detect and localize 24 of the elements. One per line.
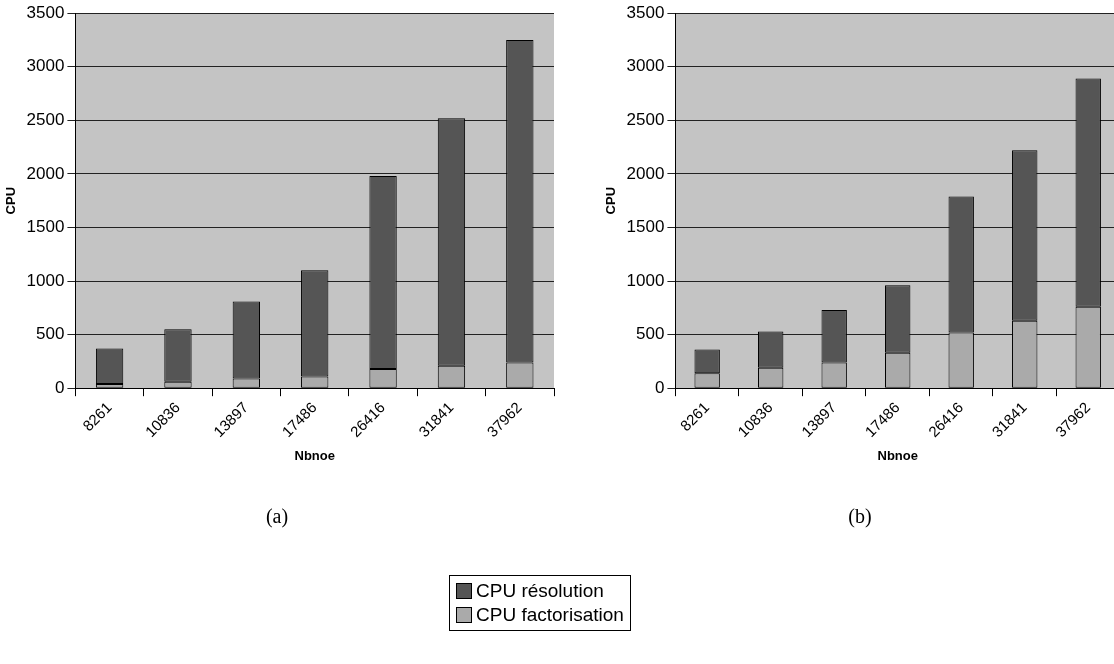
y-axis-title: CPU [3,186,19,215]
text: (b) [848,505,872,529]
y-tick-label: 3500 [26,2,65,22]
y-tick-label: 2500 [626,110,665,130]
legend-label: CPU résolution [476,579,604,603]
y-tick-label: 1500 [26,217,65,237]
y-tick-label: 500 [636,324,665,344]
y-tick-label: 500 [36,324,65,344]
y-tick-label: 0 [54,377,65,397]
y-tick-label: 3000 [626,56,665,76]
x-axis-title: Nbnoe [294,447,335,463]
text: (a) [265,505,289,529]
y-tick-label: 2000 [626,163,665,183]
legend-label: CPU factorisation [476,603,624,627]
y-tick-label: 1000 [626,270,665,290]
x-axis-title: Nbnoe [877,447,918,463]
y-tick-label: 0 [654,377,665,397]
y-tick-label: 3000 [26,56,65,76]
y-axis-title: CPU [603,186,619,215]
y-tick-label: 1500 [626,217,665,237]
y-tick-label: 2000 [26,163,65,183]
y-tick-label: 3500 [626,2,665,22]
y-tick-label: 1000 [26,270,65,290]
y-tick-label: 2500 [26,110,65,130]
